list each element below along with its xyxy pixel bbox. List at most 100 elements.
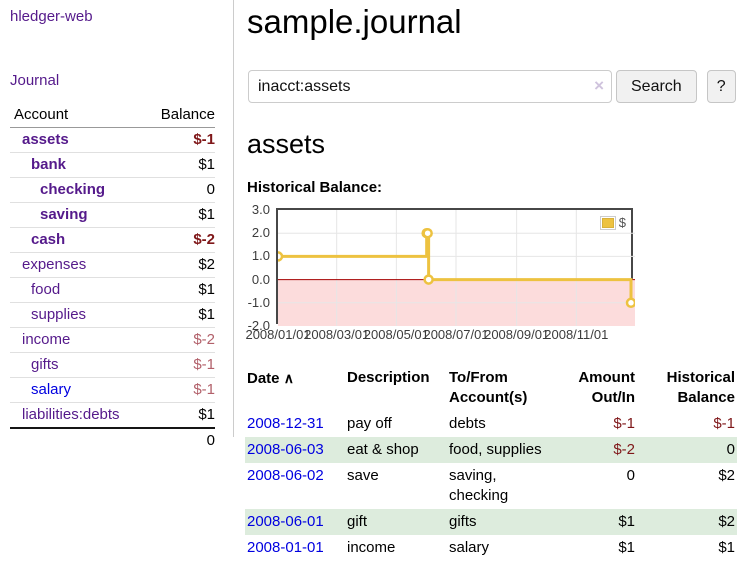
- transaction-amount: 0: [626, 467, 635, 484]
- register-header-balance: Historical Balance: [637, 365, 737, 411]
- account-row-checking: checking 0: [10, 177, 215, 203]
- chart-plot-area: $: [276, 208, 635, 326]
- transaction-date-link[interactable]: 2008-06-02: [247, 467, 324, 484]
- account-balance: $-2: [147, 227, 215, 253]
- account-link-saving[interactable]: saving: [40, 206, 88, 223]
- transaction-balance: $-1: [713, 415, 735, 432]
- search-help-button[interactable]: ?: [706, 70, 736, 103]
- account-link-salary[interactable]: salary: [31, 381, 72, 398]
- account-row-salary: salary $-1: [10, 377, 215, 403]
- account-link-income[interactable]: income: [22, 331, 71, 348]
- accounts-header-line1: To/From: [449, 369, 508, 386]
- x-tick-label: 2008/09/01: [484, 327, 550, 342]
- sort-asc-icon: ∧: [283, 370, 294, 386]
- transaction-balance: $2: [718, 513, 735, 530]
- register-row: 2008-06-01 gift gifts $1 $2: [245, 509, 737, 535]
- account-link-assets[interactable]: assets: [22, 131, 69, 148]
- accounts-header-account: Account: [10, 103, 148, 128]
- register-row: 2008-01-01 income salary $1 $1: [245, 535, 737, 561]
- x-tick-label: 2008/07/01: [423, 327, 489, 342]
- transaction-accounts: salary: [449, 539, 490, 556]
- account-balance: $1: [147, 152, 215, 178]
- search-input-wrap: ×: [248, 70, 612, 103]
- brand-link[interactable]: hledger-web: [10, 8, 93, 25]
- account-title: assets: [247, 129, 326, 159]
- account-link-food[interactable]: food: [31, 281, 61, 298]
- accounts-header-balance: Balance: [147, 103, 215, 128]
- sidebar-item-journal[interactable]: Journal: [10, 72, 60, 89]
- account-link-checking[interactable]: checking: [40, 181, 106, 198]
- transaction-amount: $-1: [613, 415, 635, 432]
- y-tick-label: 2.0: [251, 225, 270, 241]
- page-title: sample.journal: [247, 3, 462, 40]
- accounts-header-row: Account Balance: [10, 103, 215, 128]
- accounts-total-row: 0: [10, 427, 215, 453]
- account-row-expenses: expenses $2: [10, 252, 215, 278]
- register-row: 2008-06-02 save saving, checking 0 $2: [245, 463, 737, 509]
- transaction-balance: $2: [718, 467, 735, 484]
- accounts-table: Account Balance assets $-1 bank $1 check…: [10, 103, 215, 453]
- account-link-expenses[interactable]: expenses: [22, 256, 87, 273]
- account-balance: $2: [147, 252, 215, 278]
- chart-x-axis-labels: 2008/01/01 2008/03/01 2008/05/01 2008/07/01…: [240, 327, 737, 345]
- y-tick-label: 0.0: [251, 271, 270, 287]
- y-tick-label: 1.0: [251, 248, 270, 264]
- account-link-supplies[interactable]: supplies: [31, 306, 87, 323]
- account-link-liabilities-debts[interactable]: liabilities:debts: [22, 406, 120, 423]
- brand-link-wrap: hledger-web: [10, 8, 233, 26]
- search-input[interactable]: [248, 70, 612, 103]
- legend-swatch: [601, 217, 614, 228]
- transaction-date-link[interactable]: 2008-06-03: [247, 441, 324, 458]
- account-row-liabilities-debts: liabilities:debts $1: [10, 402, 215, 428]
- account-row-saving: saving $1: [10, 202, 215, 228]
- transaction-date-link[interactable]: 2008-12-31: [247, 415, 324, 432]
- transaction-balance: 0: [726, 441, 735, 458]
- transaction-description: eat & shop: [347, 441, 419, 458]
- y-tick-label: -1.0: [247, 294, 270, 310]
- clear-search-icon[interactable]: ×: [594, 76, 604, 95]
- account-row-assets: assets $-1: [10, 127, 215, 153]
- transaction-date-link[interactable]: 2008-06-01: [247, 513, 324, 530]
- account-link-gifts[interactable]: gifts: [31, 356, 59, 373]
- register-header-row: Date ∧ Description To/From Account(s) Am…: [245, 365, 737, 411]
- register-header-date[interactable]: Date ∧: [245, 365, 345, 411]
- account-row-cash: cash $-2: [10, 227, 215, 253]
- legend-label: $: [618, 215, 626, 230]
- account-balance: $-2: [147, 327, 215, 353]
- transaction-accounts: debts: [449, 415, 486, 432]
- account-link-bank[interactable]: bank: [31, 156, 67, 173]
- transaction-description: pay off: [347, 415, 392, 432]
- chart-canvas: [278, 210, 635, 326]
- main-content: sample.journal × Search ? assets Histori…: [245, 0, 737, 561]
- y-tick-label: -2.0: [247, 318, 270, 333]
- account-row-bank: bank $1: [10, 152, 215, 178]
- historical-balance-chart: 3.0 2.0 1.0 0.0 -1.0 -2.0 $ 2008/01/01 2008/03…: [240, 202, 737, 345]
- x-tick-label: 2008/01/01: [245, 327, 311, 342]
- amount-header-line1: Amount: [578, 369, 635, 386]
- account-balance: $-1: [147, 352, 215, 378]
- register-table: Date ∧ Description To/From Account(s) Am…: [245, 365, 737, 561]
- account-balance: $-1: [147, 377, 215, 403]
- balance-header-line2: Balance: [677, 389, 735, 406]
- transaction-accounts: food, supplies: [449, 441, 542, 458]
- account-link-cash[interactable]: cash: [31, 231, 66, 248]
- journal-link-wrap: Journal: [10, 72, 233, 90]
- chart-title: Historical Balance:: [247, 179, 383, 196]
- account-balance: $-1: [147, 127, 215, 153]
- transaction-accounts: saving, checking: [449, 467, 509, 504]
- register-row: 2008-06-03 eat & shop food, supplies $-2…: [245, 437, 737, 463]
- register-header-description: Description: [347, 369, 430, 386]
- transaction-date-link[interactable]: 2008-01-01: [247, 539, 324, 556]
- accounts-header-line2: Account(s): [449, 389, 528, 406]
- account-row-income: income $-2: [10, 327, 215, 353]
- account-row-gifts: gifts $-1: [10, 352, 215, 378]
- account-balance: $1: [147, 402, 215, 428]
- account-balance: $1: [147, 302, 215, 328]
- search-button[interactable]: Search: [616, 70, 697, 103]
- sidebar-divider: [233, 0, 234, 437]
- chart-legend: $: [599, 215, 626, 230]
- x-tick-label: 2008/03/01: [304, 327, 370, 342]
- accounts-total-value: 0: [147, 427, 215, 453]
- transaction-amount: $1: [618, 513, 635, 530]
